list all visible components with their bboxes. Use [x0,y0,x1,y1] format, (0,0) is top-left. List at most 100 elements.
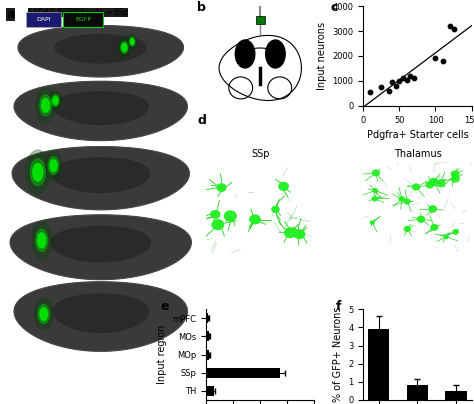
Ellipse shape [38,233,46,248]
Polygon shape [10,215,191,280]
Polygon shape [53,294,148,332]
Ellipse shape [272,206,279,213]
Point [396,78,403,84]
Point [439,58,447,64]
Polygon shape [12,147,189,210]
Ellipse shape [373,189,377,192]
Ellipse shape [294,230,305,238]
Ellipse shape [426,182,434,188]
Ellipse shape [373,197,377,201]
Text: SSp: SSp [251,149,270,158]
Ellipse shape [26,150,50,194]
Ellipse shape [451,171,459,177]
Text: d: d [197,114,206,127]
Ellipse shape [34,298,53,330]
Ellipse shape [40,95,52,116]
Point [410,75,418,82]
Ellipse shape [430,179,438,185]
Y-axis label: % of GFP+ Neurons: % of GFP+ Neurons [333,307,343,402]
FancyBboxPatch shape [26,12,62,27]
Ellipse shape [453,230,458,234]
Polygon shape [55,35,146,63]
Ellipse shape [452,176,459,182]
Point [385,88,392,94]
Ellipse shape [279,183,288,190]
FancyBboxPatch shape [256,16,264,24]
Polygon shape [18,26,183,77]
Point [406,73,414,79]
Bar [446,391,467,400]
Bar [206,386,214,396]
Ellipse shape [32,222,52,259]
X-axis label: Pdgfra+ Starter cells: Pdgfra+ Starter cells [366,130,468,140]
Text: e: e [161,300,169,313]
Polygon shape [52,158,149,193]
Ellipse shape [40,308,47,320]
Bar [368,329,390,400]
Ellipse shape [211,210,220,218]
Bar [206,314,208,323]
Ellipse shape [122,44,127,51]
Ellipse shape [48,157,59,175]
Y-axis label: Input region: Input region [157,325,167,384]
Ellipse shape [404,227,410,231]
Polygon shape [51,226,151,262]
Ellipse shape [36,88,55,122]
Ellipse shape [399,197,404,201]
Ellipse shape [53,97,58,105]
Ellipse shape [431,225,438,230]
Point [403,76,410,83]
Text: a: a [6,8,15,21]
Text: b: b [197,1,206,14]
Ellipse shape [36,229,47,252]
Ellipse shape [118,38,130,57]
Ellipse shape [121,42,128,53]
Ellipse shape [265,40,285,68]
Ellipse shape [33,164,43,181]
Text: f: f [336,300,342,313]
Point [388,79,396,85]
Ellipse shape [45,151,62,180]
Bar [407,385,428,400]
Point [399,75,407,82]
Ellipse shape [50,160,57,172]
Ellipse shape [285,228,296,238]
Point [450,25,457,32]
Ellipse shape [250,215,260,224]
Text: EGFP: EGFP [75,17,91,21]
Text: SADΔG-EGFP(EnvA) → SSp: SADΔG-EGFP(EnvA) → SSp [28,8,128,17]
Ellipse shape [217,184,226,191]
Ellipse shape [52,95,59,107]
Y-axis label: Input neurons: Input neurons [317,22,327,90]
Point [432,55,439,62]
Polygon shape [14,282,187,351]
Ellipse shape [130,38,134,44]
Ellipse shape [30,159,45,185]
Ellipse shape [212,220,224,229]
Ellipse shape [42,99,50,112]
Bar [206,368,280,378]
Point [446,23,454,29]
Ellipse shape [444,236,448,239]
Ellipse shape [38,305,49,324]
Ellipse shape [373,170,379,176]
Point [377,84,385,90]
Ellipse shape [49,91,62,110]
FancyBboxPatch shape [64,12,103,27]
Bar [206,349,210,360]
Text: Thalamus: Thalamus [393,149,441,158]
Ellipse shape [404,199,410,204]
Text: DAPI: DAPI [36,17,51,21]
Ellipse shape [224,211,236,221]
Ellipse shape [412,184,419,190]
Ellipse shape [418,216,425,222]
Point [392,83,400,89]
Ellipse shape [437,180,445,187]
Ellipse shape [370,221,374,224]
Point [367,89,374,95]
Text: c: c [331,1,338,14]
Polygon shape [14,81,187,141]
Ellipse shape [429,206,437,212]
Polygon shape [53,92,148,124]
Ellipse shape [235,40,255,68]
